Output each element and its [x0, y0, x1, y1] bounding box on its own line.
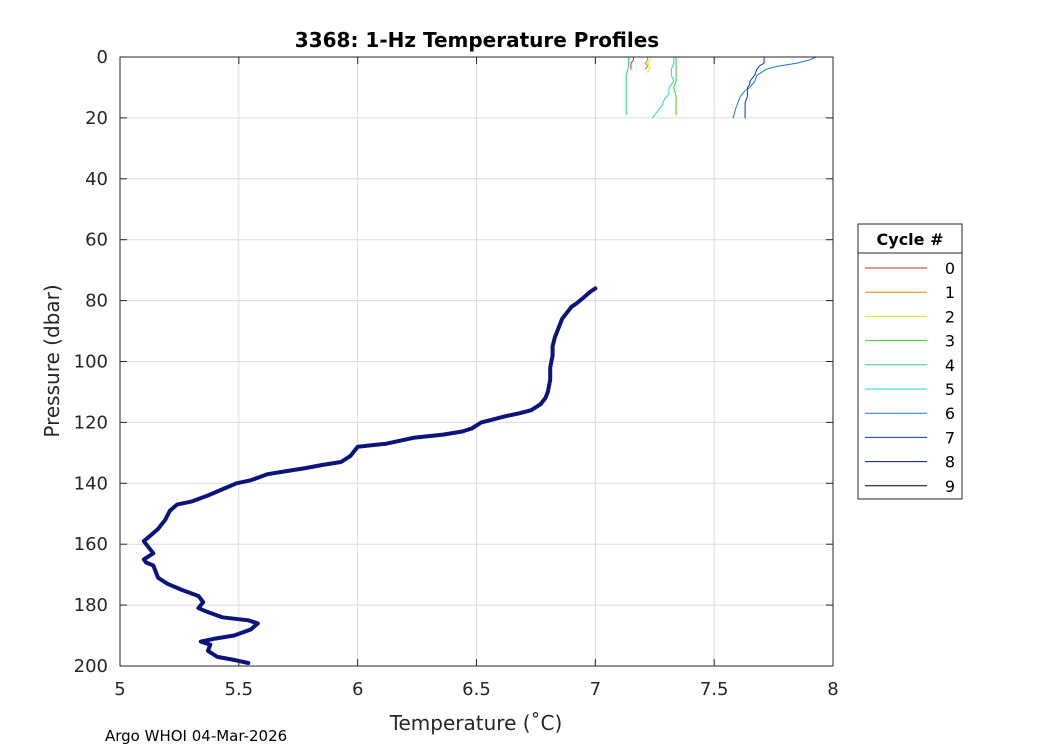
- series-line-cycle-1: [644, 56, 649, 70]
- y-tick-label: 140: [74, 473, 108, 494]
- y-tick-label: 200: [74, 656, 108, 677]
- y-tick-label: 60: [85, 230, 108, 251]
- legend-label-cycle-7: 7: [945, 428, 955, 447]
- x-tick-label: 5: [114, 679, 125, 700]
- series-line-cycle-8: [141, 286, 598, 665]
- footer-credit: Argo WHOI 04-Mar-2026: [105, 727, 287, 745]
- x-tick-label: 7.5: [700, 679, 729, 700]
- series-line-cycle-6: [732, 56, 817, 119]
- plot-area: 5 5.5 6 6.5 7 7.5 8 0 20 40 60 80 100 120 140 160 180 20…: [74, 47, 839, 700]
- y-tick-label: 160: [74, 534, 108, 555]
- legend-label-cycle-9: 9: [945, 477, 955, 496]
- y-tick-label: 180: [74, 595, 108, 616]
- legend-label-cycle-6: 6: [945, 404, 955, 423]
- legend-label-cycle-1: 1: [945, 283, 955, 302]
- x-tick-labels: 5 5.5 6 6.5 7 7.5 8: [114, 679, 838, 700]
- series-line-cycle-3: [673, 56, 677, 116]
- legend: Cycle # 0 1 2 3 4 5 6 7 8 9: [857, 223, 963, 500]
- legend-title: Cycle #: [877, 230, 944, 249]
- legend-label-cycle-3: 3: [945, 332, 955, 351]
- y-tick-label: 40: [85, 169, 108, 190]
- legend-label-cycle-5: 5: [945, 380, 955, 399]
- y-tick-label: 0: [97, 47, 108, 68]
- y-axis-label: Pressure (dbar): [40, 284, 64, 437]
- x-tick-label: 6: [352, 679, 363, 700]
- series-line-cycle-4: [625, 56, 630, 116]
- legend-box: [857, 223, 963, 500]
- x-tick-label: 5.5: [225, 679, 254, 700]
- x-tick-label: 8: [827, 679, 838, 700]
- tick-marks: [119, 56, 834, 667]
- chart-title: 3368: 1-Hz Temperature Profiles: [295, 28, 659, 52]
- series-line-cycle-0: [630, 56, 634, 70]
- legend-entries: 0 1 2 3 4 5 6 7 8 9: [865, 259, 955, 496]
- grid-lines: [120, 57, 833, 666]
- y-tick-labels: 0 20 40 60 80 100 120 140 160 180 200: [74, 47, 108, 677]
- legend-label-cycle-4: 4: [945, 356, 955, 375]
- legend-label-cycle-8: 8: [945, 453, 955, 472]
- x-axis-label: Temperature (˚C): [389, 711, 563, 735]
- y-tick-label: 80: [85, 291, 108, 312]
- legend-label-cycle-0: 0: [945, 259, 955, 278]
- series-line-cycle-7: [744, 56, 765, 119]
- y-tick-label: 120: [74, 412, 108, 433]
- series-lines: [141, 56, 817, 665]
- y-tick-label: 20: [85, 108, 108, 129]
- x-tick-label: 7: [590, 679, 601, 700]
- y-tick-label: 100: [74, 352, 108, 373]
- legend-label-cycle-2: 2: [945, 307, 955, 326]
- x-tick-label: 6.5: [462, 679, 491, 700]
- series-line-cycle-2: [647, 56, 651, 73]
- series-line-cycle-5: [651, 56, 675, 119]
